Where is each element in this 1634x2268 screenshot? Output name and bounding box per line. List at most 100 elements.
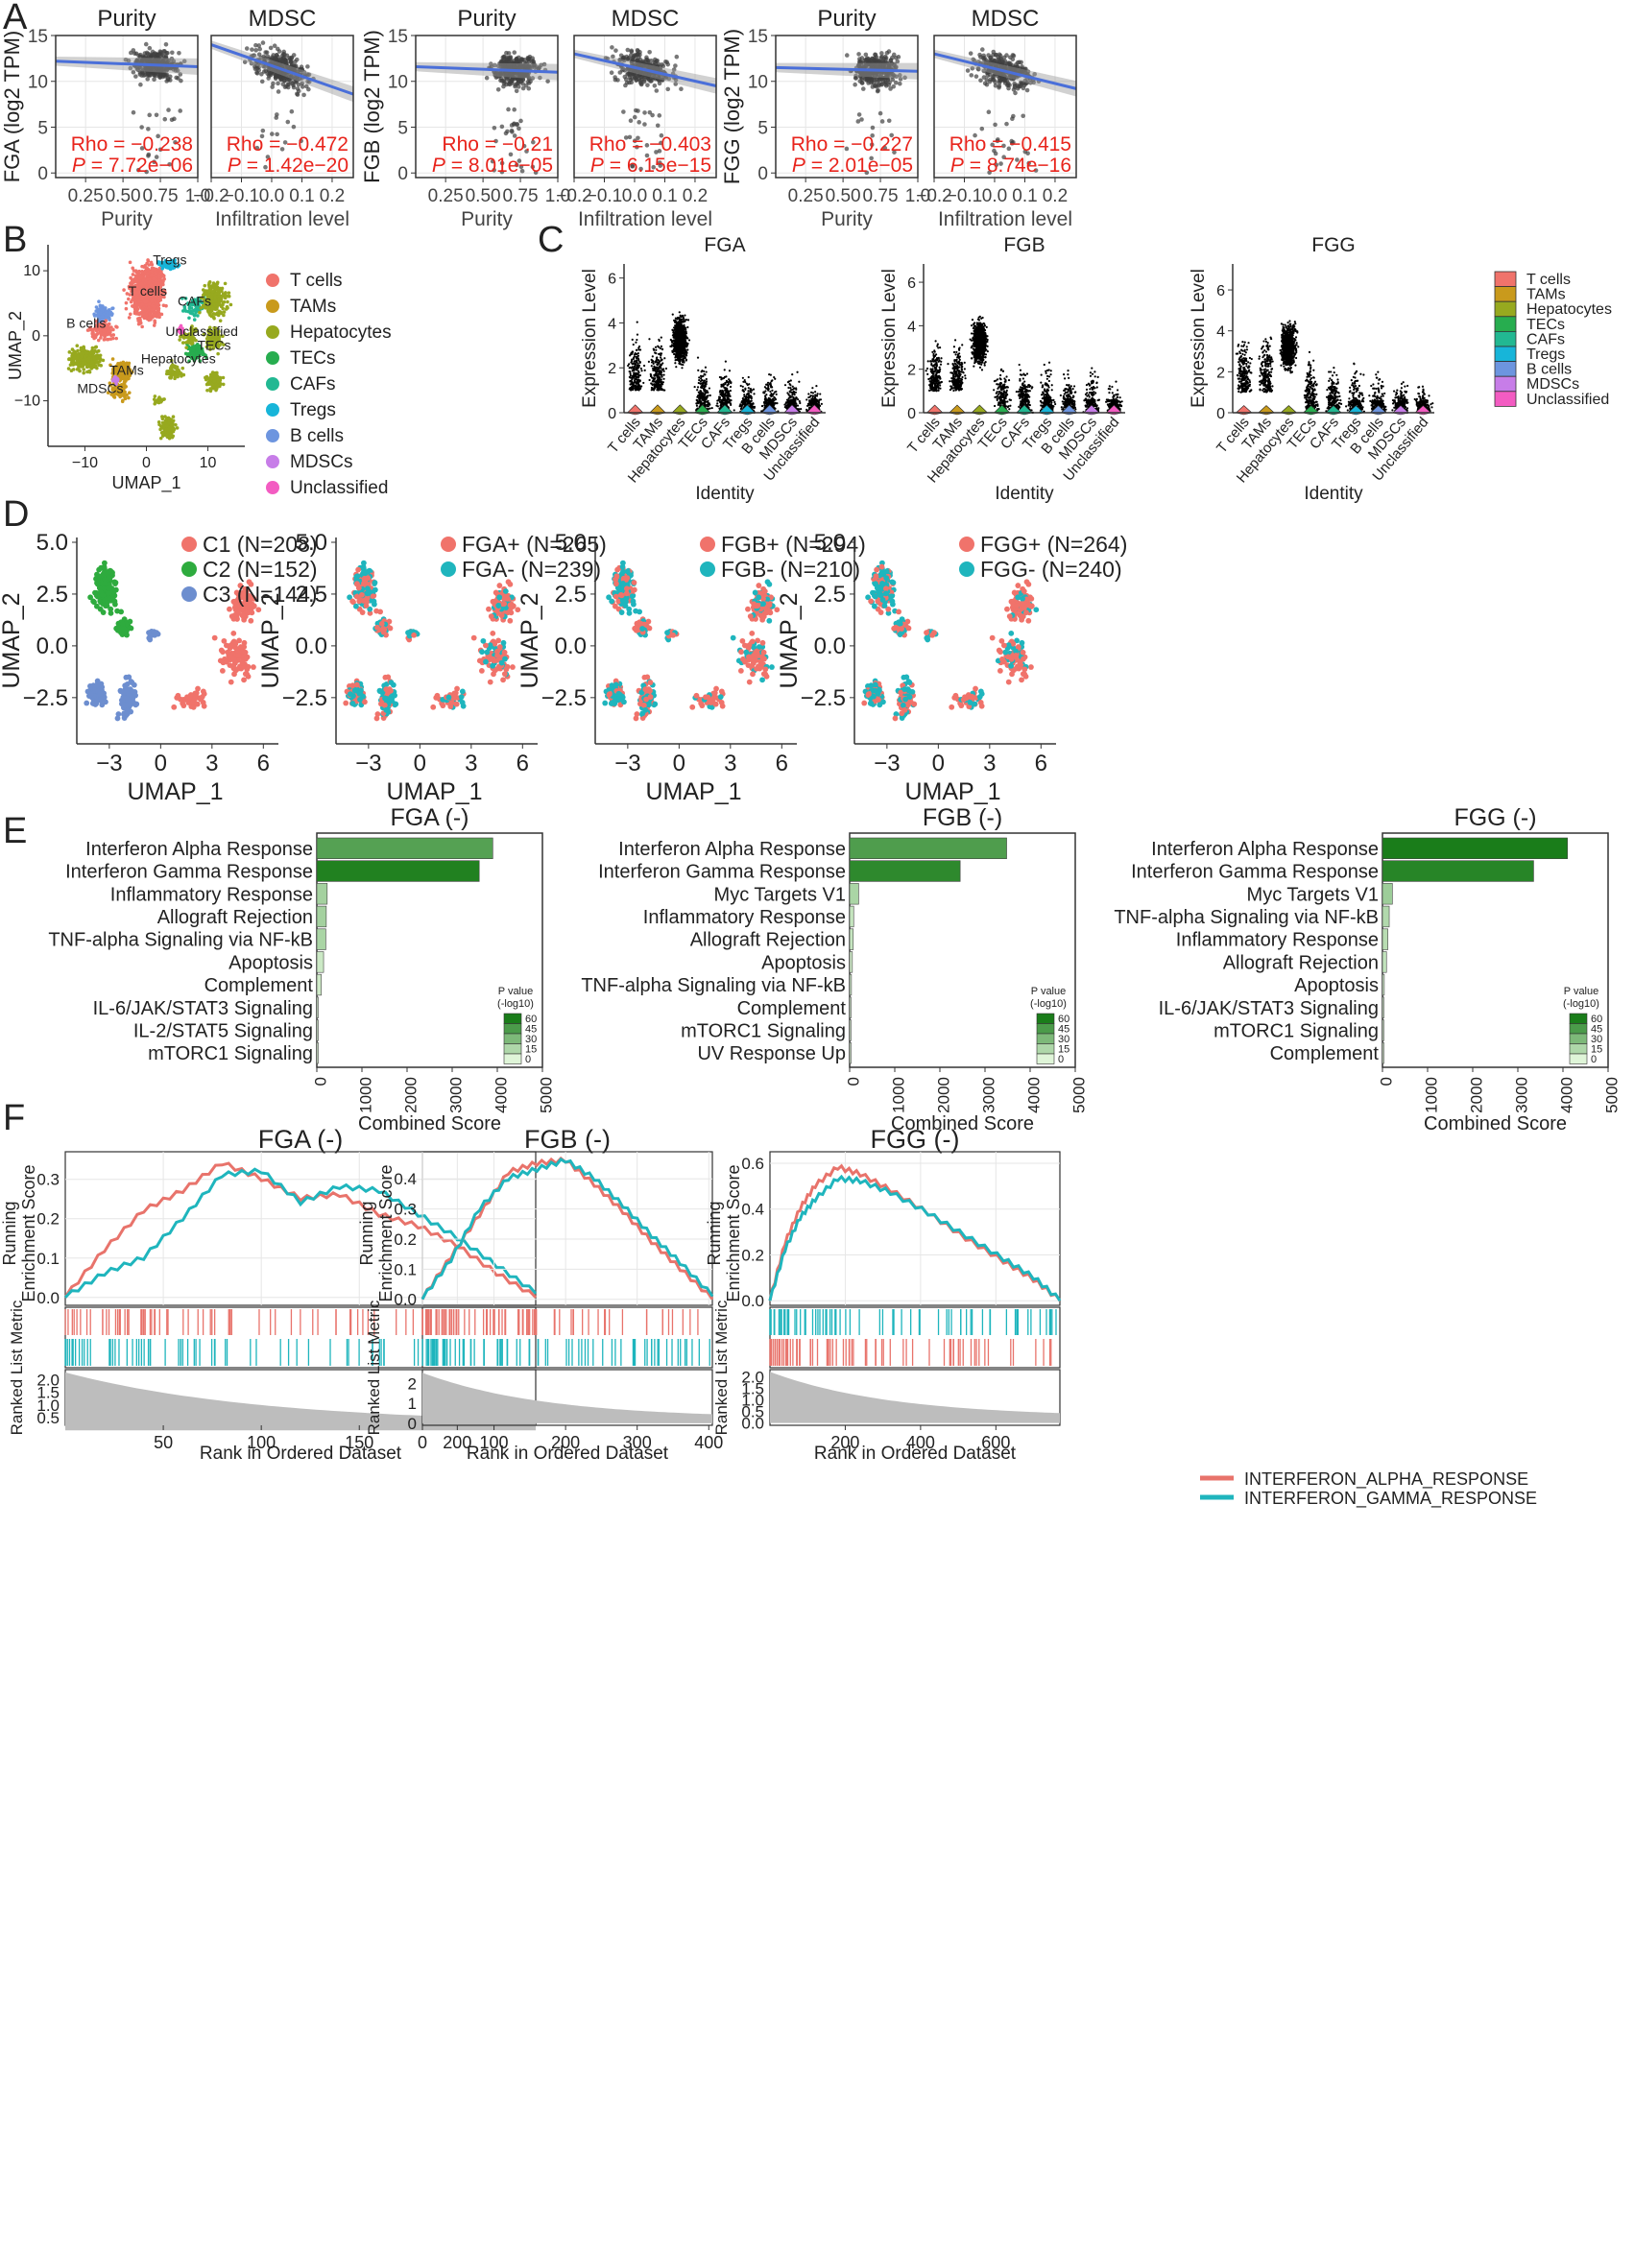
data-point [647, 109, 653, 115]
cell-point [121, 398, 125, 403]
cell-point [173, 373, 177, 378]
data-point [629, 48, 635, 54]
data-point [501, 81, 507, 86]
data-point [632, 114, 637, 120]
data-point [883, 80, 888, 85]
panel-title: Purity [457, 6, 516, 32]
x-tick-label: 0.50 [106, 186, 141, 206]
data-point [138, 82, 143, 87]
data-point [140, 70, 145, 75]
data-point [618, 53, 624, 59]
data-point [891, 84, 897, 89]
cell-point [192, 318, 197, 322]
cell-point [180, 366, 185, 370]
data-point [979, 126, 985, 131]
cell-point [149, 298, 154, 302]
data-point [289, 55, 295, 60]
cell-point [137, 273, 141, 276]
data-point [147, 112, 153, 118]
cell-point [227, 294, 231, 298]
cell-point [142, 265, 146, 269]
cell-point [147, 316, 151, 321]
cell-point [161, 431, 165, 436]
data-point [133, 51, 139, 57]
data-point [875, 59, 880, 63]
cell-point [156, 299, 160, 304]
cell-point [97, 299, 101, 304]
data-point [131, 109, 136, 115]
data-point [285, 82, 291, 87]
data-point [988, 55, 994, 60]
data-point [968, 51, 973, 56]
data-point [860, 86, 866, 91]
cell-point [216, 384, 221, 389]
x-tick-label: 0.0 [259, 186, 284, 206]
data-point [164, 51, 169, 56]
data-point [1021, 113, 1025, 119]
data-point [280, 55, 286, 60]
cell-point [128, 260, 132, 265]
x-tick-label: 0.2 [1043, 186, 1068, 206]
cell-point [133, 301, 138, 306]
fit-line [55, 60, 199, 68]
data-point [148, 52, 153, 58]
panel-title: MDSC [249, 6, 317, 32]
panel-label: F [3, 1098, 25, 1138]
x-axis-label: Purity [461, 208, 513, 230]
data-point [637, 52, 642, 58]
cell-point [228, 302, 233, 307]
cell-point [131, 266, 135, 271]
data-point [986, 109, 992, 114]
data-point [621, 109, 626, 114]
cell-point [166, 370, 171, 374]
cell-point [107, 322, 111, 326]
data-point [859, 80, 865, 85]
data-point [993, 122, 997, 128]
data-point [1002, 79, 1007, 84]
cell-point [150, 308, 155, 312]
cell-point [136, 306, 140, 311]
x-tick-label: 0.25 [788, 186, 824, 206]
data-point [526, 81, 532, 85]
data-point [645, 83, 650, 87]
data-point [128, 65, 133, 71]
x-axis-label: Purity [101, 208, 153, 230]
cell-point [105, 337, 109, 342]
cell-point [140, 302, 144, 307]
data-point [275, 112, 279, 117]
cell-point [110, 357, 115, 361]
data-point [294, 57, 300, 62]
cell-point [80, 363, 84, 368]
y-tick-label: 15 [748, 27, 768, 47]
cell-point [149, 273, 154, 277]
data-point [853, 82, 857, 87]
cell-point [201, 288, 205, 292]
data-point [499, 124, 505, 130]
cell-point [98, 311, 103, 316]
cell-point [93, 364, 98, 368]
cell-point [107, 328, 111, 333]
scatter-FGA-purity [51, 35, 199, 182]
cell-point [211, 289, 216, 294]
data-point [306, 86, 311, 92]
cell-point [170, 435, 175, 440]
cell-point [212, 379, 217, 384]
data-point [973, 74, 979, 79]
data-point [613, 48, 618, 53]
cell-point [208, 387, 212, 391]
cell-point [95, 355, 99, 359]
cell-point [180, 341, 185, 345]
data-point [517, 126, 521, 131]
x-tick-label: 0.50 [826, 186, 861, 206]
cell-point [127, 395, 131, 400]
cell-point [161, 303, 166, 307]
cell-point [87, 369, 91, 373]
data-point [253, 42, 258, 48]
x-tick-label: −0.1 [224, 186, 260, 206]
cell-point [108, 310, 113, 314]
y-tick-label: 0 [397, 164, 408, 184]
data-point [160, 53, 166, 59]
cell-point [104, 306, 108, 310]
p-label: P = 6.15e−15 [590, 155, 711, 177]
data-point [152, 159, 156, 165]
